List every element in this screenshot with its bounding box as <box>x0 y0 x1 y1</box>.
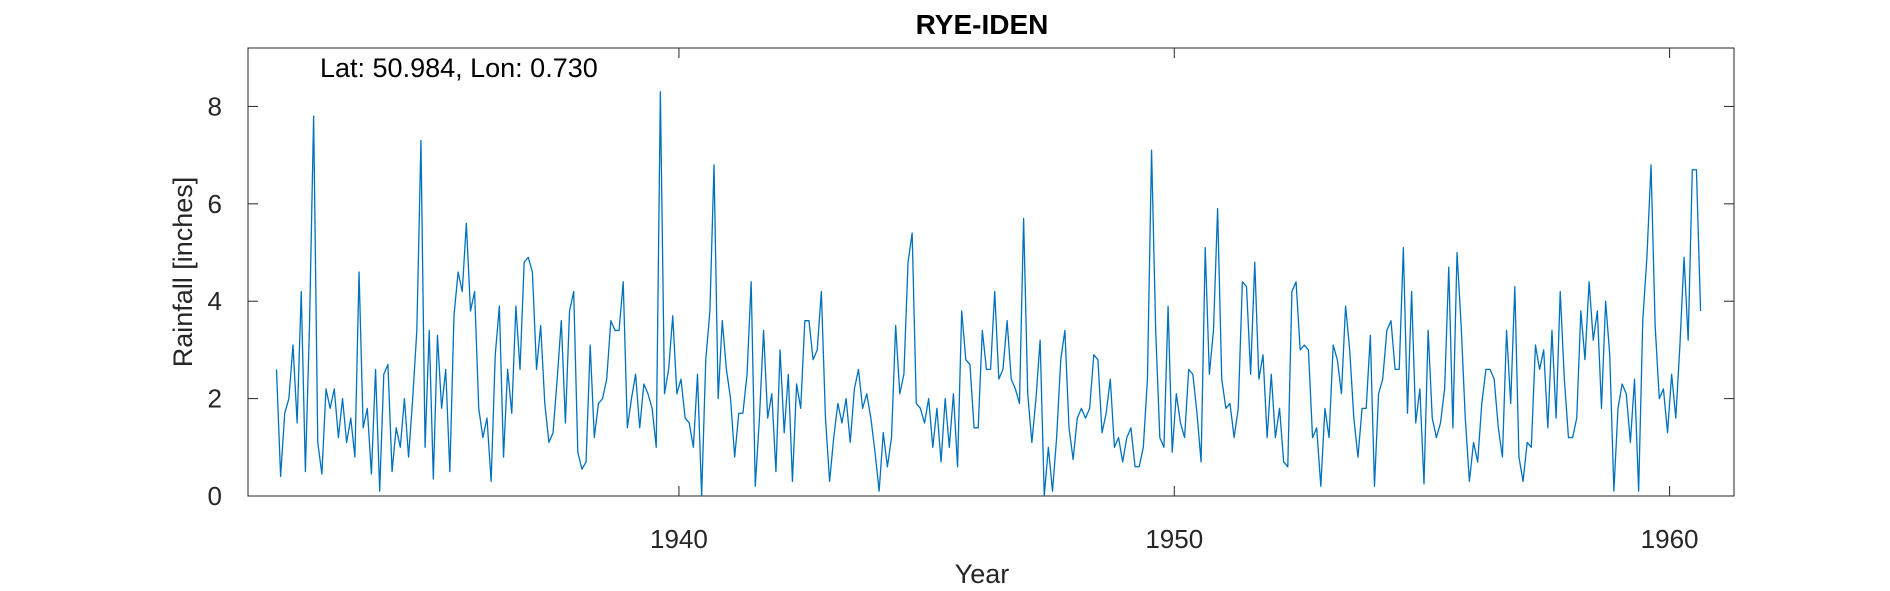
y-tick-label: 4 <box>208 286 222 316</box>
x-ticks: 1940 1950 1960 <box>650 48 1699 554</box>
y-tick-label: 2 <box>208 384 222 414</box>
x-tick-label: 1950 <box>1145 524 1203 554</box>
y-ticks: 0 2 4 6 8 <box>208 91 1734 511</box>
y-axis-label: Rainfall [inches] <box>168 177 198 368</box>
location-annotation: Lat: 50.984, Lon: 0.730 <box>320 53 598 83</box>
series-line-rainfall <box>275 91 1702 497</box>
plot-area <box>247 47 1735 497</box>
y-tick-label: 0 <box>208 481 222 511</box>
y-tick-label: 8 <box>208 91 222 121</box>
x-tick-label: 1940 <box>650 524 708 554</box>
x-axis-label: Year <box>955 559 1010 589</box>
x-tick-label: 1960 <box>1641 524 1699 554</box>
y-tick-label: 6 <box>208 189 222 219</box>
chart-title: RYE-IDEN <box>916 9 1049 40</box>
